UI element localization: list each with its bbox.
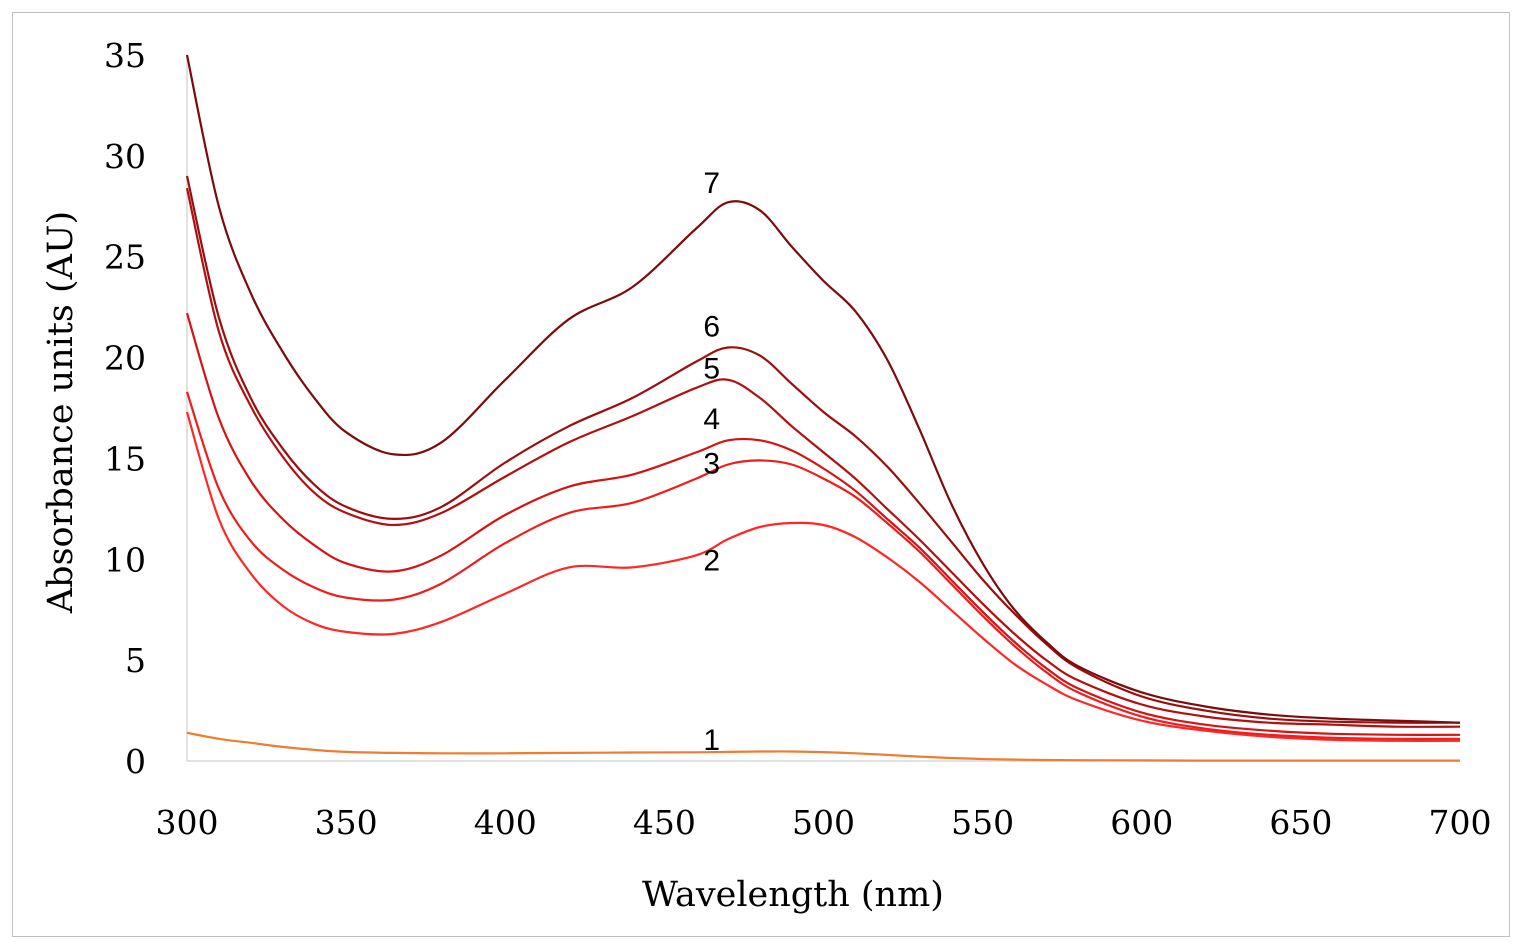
series-line-1 (186, 731, 1461, 762)
y-tick-label: 25 (104, 238, 146, 277)
y-tick-label: 10 (104, 540, 146, 579)
x-axis-label: Wavelength (nm) (642, 875, 944, 915)
y-tick-label: 20 (104, 339, 146, 378)
x-tick-label: 300 (156, 803, 219, 842)
series-line-2 (185, 411, 1461, 742)
curve-labels: 1 2 3 4 5 6 7 (703, 167, 720, 757)
y-tick-label: 0 (125, 742, 146, 781)
y-tick-label: 5 (125, 641, 146, 680)
y-tick-labels: 0 5 10 15 20 25 30 35 (104, 36, 146, 781)
curve-label-6: 6 (703, 310, 720, 343)
curve-label-7: 7 (703, 167, 720, 200)
x-tick-label: 600 (1110, 803, 1173, 842)
curve-label-1: 1 (703, 724, 720, 757)
curve-label-5: 5 (703, 353, 720, 386)
y-tick-label: 35 (104, 36, 146, 75)
curve-label-3: 3 (703, 447, 720, 480)
x-tick-label: 450 (633, 803, 696, 842)
x-tick-label: 650 (1269, 803, 1332, 842)
y-tick-label: 30 (104, 137, 146, 176)
series-line-3 (185, 391, 1461, 740)
series-line-4 (185, 312, 1461, 736)
y-tick-label: 15 (104, 439, 146, 478)
series-line-7 (185, 54, 1461, 724)
x-tick-label: 350 (315, 803, 378, 842)
x-tick-labels: 300 350 400 450 500 550 600 650 700 (156, 803, 1492, 842)
chart-frame (12, 12, 1510, 937)
x-tick-label: 700 (1429, 803, 1492, 842)
x-tick-label: 550 (951, 803, 1014, 842)
series-lines (185, 54, 1461, 762)
y-axis-label: Absorbance units (AU) (41, 211, 81, 614)
x-tick-label: 500 (792, 803, 855, 842)
x-tick-label: 400 (474, 803, 537, 842)
curve-label-4: 4 (703, 403, 720, 436)
curve-label-2: 2 (703, 544, 720, 577)
series-line-6 (185, 175, 1461, 724)
axes (186, 55, 1460, 762)
series-line-5 (185, 187, 1461, 728)
